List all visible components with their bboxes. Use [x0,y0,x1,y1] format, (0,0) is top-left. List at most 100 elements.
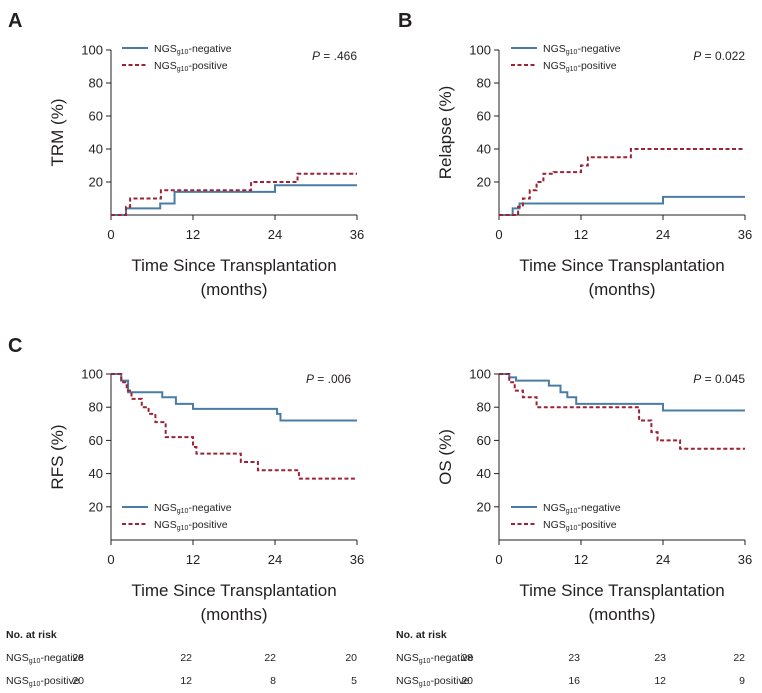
risk-value: 8 [270,675,276,687]
x-tick-label: 0 [107,227,114,242]
x-tick-label: 0 [495,552,502,567]
p-value-text: = .466 [320,49,357,63]
x-axis-label: (months) [588,280,655,299]
y-tick-label: 20 [477,175,491,190]
panel-letter: C [8,335,22,357]
risk-row-label: NGSg10-negative [6,652,84,665]
negative-curve [111,373,357,422]
risk-value: 28 [72,652,84,664]
x-tick-label: 12 [574,227,588,242]
risk-row-label: NGSg10-positive [396,675,470,688]
x-axis-label: (months) [588,605,655,624]
p-value: P = .006 [306,372,351,386]
x-axis-label: Time Since Transplantation [519,256,724,275]
p-value-symbol: P [306,372,314,386]
x-tick-label: 0 [107,552,114,567]
y-tick-label: 40 [477,466,491,481]
y-tick-label: 40 [89,466,103,481]
p-value-text: = 0.022 [701,49,745,63]
risk-value: 20 [461,675,473,687]
legend-positive-label: NGSg10-positive [543,519,617,532]
y-tick-label: 20 [89,499,103,514]
p-value-symbol: P [312,49,320,63]
x-axis-label: Time Since Transplantation [519,581,724,600]
x-tick-label: 12 [186,552,200,567]
panel-letter: A [8,10,22,32]
y-tick-label: 80 [477,76,491,91]
y-tick-label: 20 [477,499,491,514]
risk-value: 20 [345,652,357,664]
x-tick-label: 36 [738,227,752,242]
x-tick-label: 24 [656,552,670,567]
x-axis-label: (months) [200,280,267,299]
y-tick-label: 60 [89,109,103,124]
risk-row-label: NGSg10-negative [396,652,474,665]
legend-negative-label: NGSg10-negative [543,43,621,56]
y-tick-label: 60 [477,433,491,448]
risk-value: 22 [733,652,745,664]
legend-negative-label: NGSg10-negative [543,502,621,515]
y-tick-label: 100 [469,43,491,58]
y-tick-label: 100 [81,367,103,382]
y-tick-label: 80 [89,76,103,91]
p-value: P = .466 [312,49,357,63]
positive-curve [111,172,357,216]
negative-curve [499,373,745,412]
risk-row-label: NGSg10-positive [6,675,80,688]
risk-value: 22 [180,652,192,664]
x-tick-label: 36 [738,552,752,567]
x-tick-label: 24 [268,227,282,242]
risk-value: 22 [264,652,276,664]
x-tick-label: 12 [186,227,200,242]
legend-positive-label: NGSg10-positive [154,519,228,532]
risk-table-header: No. at risk [396,629,447,641]
y-tick-label: 100 [81,43,103,58]
x-axis-label: Time Since Transplantation [131,256,336,275]
p-value-symbol: P [693,49,701,63]
legend-positive-label: NGSg10-positive [154,60,228,73]
y-tick-label: 40 [477,142,491,157]
y-tick-label: 60 [89,433,103,448]
y-axis-label: Relapse (%) [436,86,455,180]
y-axis-label: TRM (%) [48,99,67,167]
risk-value: 20 [72,675,84,687]
y-axis-label: RFS (%) [48,424,67,489]
chart-panel-2: B 20 40 60 80 100 0 12 24 36 Time Since Transplant… [398,10,752,299]
positive-curve [111,373,357,480]
x-axis-label: (months) [200,605,267,624]
p-value-symbol: P [693,372,701,386]
y-tick-label: 80 [477,400,491,415]
p-value-text: = 0.045 [701,372,745,386]
x-tick-label: 36 [350,227,364,242]
legend-negative-label: NGSg10-negative [154,43,232,56]
chart-panel-4: 20 40 60 80 100 0 12 24 36 Time Since Transplanta… [436,367,752,625]
risk-value: 23 [654,652,666,664]
p-value-text: = .006 [314,372,351,386]
chart-panel-1: A 20 40 60 80 100 0 12 24 36 Time Since Transplant… [8,10,364,299]
x-axis-label: Time Since Transplantation [131,581,336,600]
negative-curve [111,184,357,216]
p-value: P = 0.022 [693,49,745,63]
y-axis-label: OS (%) [436,429,455,485]
y-tick-label: 60 [477,109,491,124]
y-tick-label: 80 [89,400,103,415]
legend-negative-label: NGSg10-negative [154,502,232,515]
panel-letter: B [398,10,412,32]
risk-value: 16 [568,675,580,687]
positive-curve [499,148,745,216]
y-tick-label: 20 [89,175,103,190]
risk-value: 12 [180,675,192,687]
risk-value: 9 [739,675,745,687]
x-tick-label: 36 [350,552,364,567]
p-value: P = 0.045 [693,372,745,386]
risk-value: 5 [351,675,357,687]
legend-positive-label: NGSg10-positive [543,60,617,73]
risk-table-header: No. at risk [6,629,57,641]
y-tick-label: 100 [469,367,491,382]
risk-value: 28 [461,652,473,664]
positive-curve [499,373,745,450]
negative-curve [499,195,745,216]
